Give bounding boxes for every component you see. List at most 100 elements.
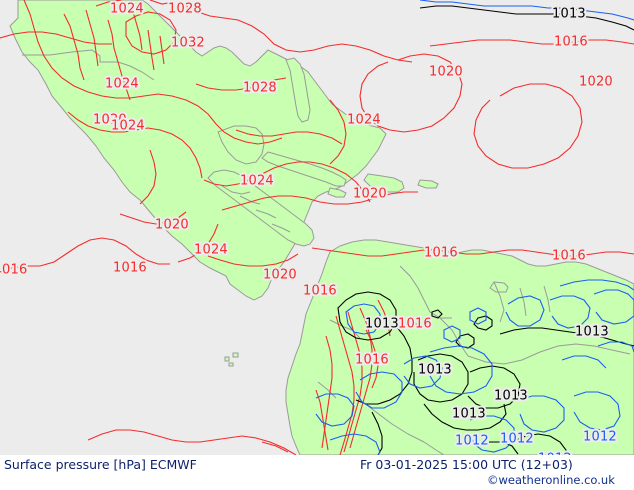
- contour-label: 1020: [353, 187, 387, 202]
- political-borders-layer: [22, 49, 631, 455]
- border-pe-bo: [423, 441, 445, 455]
- footer-copyright: ©weatheronline.co.uk: [487, 473, 615, 487]
- footer-timestamp: Fr 03-01-2025 15:00 UTC (12+03): [360, 457, 573, 472]
- contour-label: 1032: [171, 36, 205, 51]
- isobar-1013-small2: [473, 315, 493, 331]
- isobar-rockies-5: [147, 29, 155, 71]
- contour-label-halo: 1020: [93, 113, 127, 128]
- land-hispaniola: [363, 173, 405, 193]
- contour-label: 1024: [347, 113, 381, 128]
- isobar-1016-s2: [261, 441, 289, 453]
- isobar-1020-b: [473, 83, 583, 169]
- contour-label: 1013: [575, 325, 609, 340]
- isobar-1013-se: [515, 433, 567, 455]
- isobar-1013-north: [419, 5, 634, 31]
- isobar-1012-panama: [345, 303, 381, 335]
- contour-label-halo: 1024: [111, 119, 145, 134]
- pressure-map-canvas[interactable]: 1024 1024 1028 1028 1032 1032 1024 1024 1028 1028…: [0, 0, 634, 455]
- isobar-1020-cuba: [221, 191, 418, 211]
- isobar-1013-amz3: [423, 403, 507, 431]
- border-usa-mexico: [22, 49, 155, 81]
- isobar-1016-ven: [407, 317, 433, 327]
- isobar-1012-br1: [469, 415, 515, 453]
- contour-label: 1024: [240, 174, 274, 189]
- contour-label-halo: 1012: [500, 432, 534, 447]
- isobar-1012-br2: [519, 395, 565, 433]
- contour-label: 1020: [155, 218, 189, 233]
- contour-label: 1016: [355, 353, 389, 368]
- contour-label-halo: 1020: [155, 218, 189, 233]
- contour-label-halo: 1013: [494, 389, 528, 404]
- isobar-1012-br3: [573, 391, 621, 431]
- isobar-1032: [125, 11, 177, 55]
- isobar-1016-s: [87, 429, 297, 455]
- isobar-1013-ne: [499, 327, 634, 347]
- contour-label: 1012: [583, 430, 617, 445]
- isobar-1028-a: [95, 0, 413, 63]
- isobar-1020-a: [359, 53, 463, 133]
- contour-label-halo: 1013: [418, 363, 452, 378]
- contour-label-halo: 1016: [113, 261, 147, 276]
- contour-label: 1028: [243, 81, 277, 96]
- isobar-1024-caribbean: [235, 129, 343, 145]
- isobar-1013-se2: [479, 441, 519, 455]
- contour-label: 1020: [93, 113, 127, 128]
- isobar-1012-east: [559, 279, 634, 291]
- landmass-layer: [9, 0, 634, 455]
- isobar-andes-2: [343, 311, 363, 453]
- border-co-br: [439, 317, 469, 357]
- isobar-1012-tail2: [561, 355, 607, 369]
- contour-label: 1012: [500, 432, 534, 447]
- isobar-1020-ec: [315, 389, 329, 451]
- isobar-rockies-6: [159, 35, 165, 65]
- isobar-1012-low1: [315, 393, 355, 427]
- land-cuba: [261, 151, 347, 187]
- isobar-1024-e: [329, 99, 347, 165]
- contour-label-halo: 1013: [452, 407, 486, 422]
- land-trinidad: [489, 281, 509, 293]
- isobar-andes-1: [335, 315, 355, 455]
- contour-label-halo: 1016: [424, 246, 458, 261]
- contour-label: 1016: [398, 317, 432, 332]
- contour-label-halo: 1024: [240, 174, 274, 189]
- isobar-rockies-2: [85, 9, 99, 67]
- isobar-1013-small1: [455, 333, 475, 349]
- border-ec-pe: [317, 381, 337, 399]
- contour-label: 1024: [105, 77, 139, 92]
- isobar-1012-guyana3: [593, 289, 634, 325]
- isobar-1024-coast: [139, 149, 157, 205]
- isobar-1013-layer: [337, 5, 634, 455]
- land-south-america: [285, 239, 634, 455]
- isobar-1012-mid1: [429, 345, 493, 395]
- isobar-rockies-1: [63, 13, 85, 81]
- contour-label: 1016: [303, 284, 337, 299]
- isobar-1013-panama-loop: [337, 291, 397, 341]
- contour-label-halo: 1020: [263, 268, 297, 283]
- land-galapagos: [224, 352, 239, 367]
- contour-label: 1012: [538, 452, 572, 456]
- isobar-andes-5: [377, 299, 391, 337]
- border-hn-ni: [255, 209, 277, 219]
- land-jamaica: [327, 187, 347, 198]
- contour-label-halo: 1013: [552, 7, 586, 22]
- contour-label: 1016: [113, 261, 147, 276]
- isobar-1012-tail1: [597, 341, 634, 353]
- isobar-1028-b: [195, 77, 287, 91]
- contour-label: 1016: [424, 246, 458, 261]
- contour-label-halo: 016: [2, 263, 27, 278]
- isobar-1016-carib: [311, 247, 634, 257]
- isobar-1016-w: [0, 237, 170, 273]
- isobar-1020-ca: [207, 253, 299, 267]
- contour-label-halo: 1016: [355, 353, 389, 368]
- isobar-andes-3: [349, 307, 373, 449]
- border-sr-gf: [543, 285, 551, 313]
- contour-label-halo: 1024: [110, 2, 144, 17]
- contour-label-halo: 1020: [579, 75, 613, 90]
- border-br-north: [467, 343, 631, 365]
- border-co-ec: [329, 319, 361, 339]
- isobar-1012-guyana2: [549, 295, 591, 329]
- isobar-1012-sm1: [443, 325, 461, 343]
